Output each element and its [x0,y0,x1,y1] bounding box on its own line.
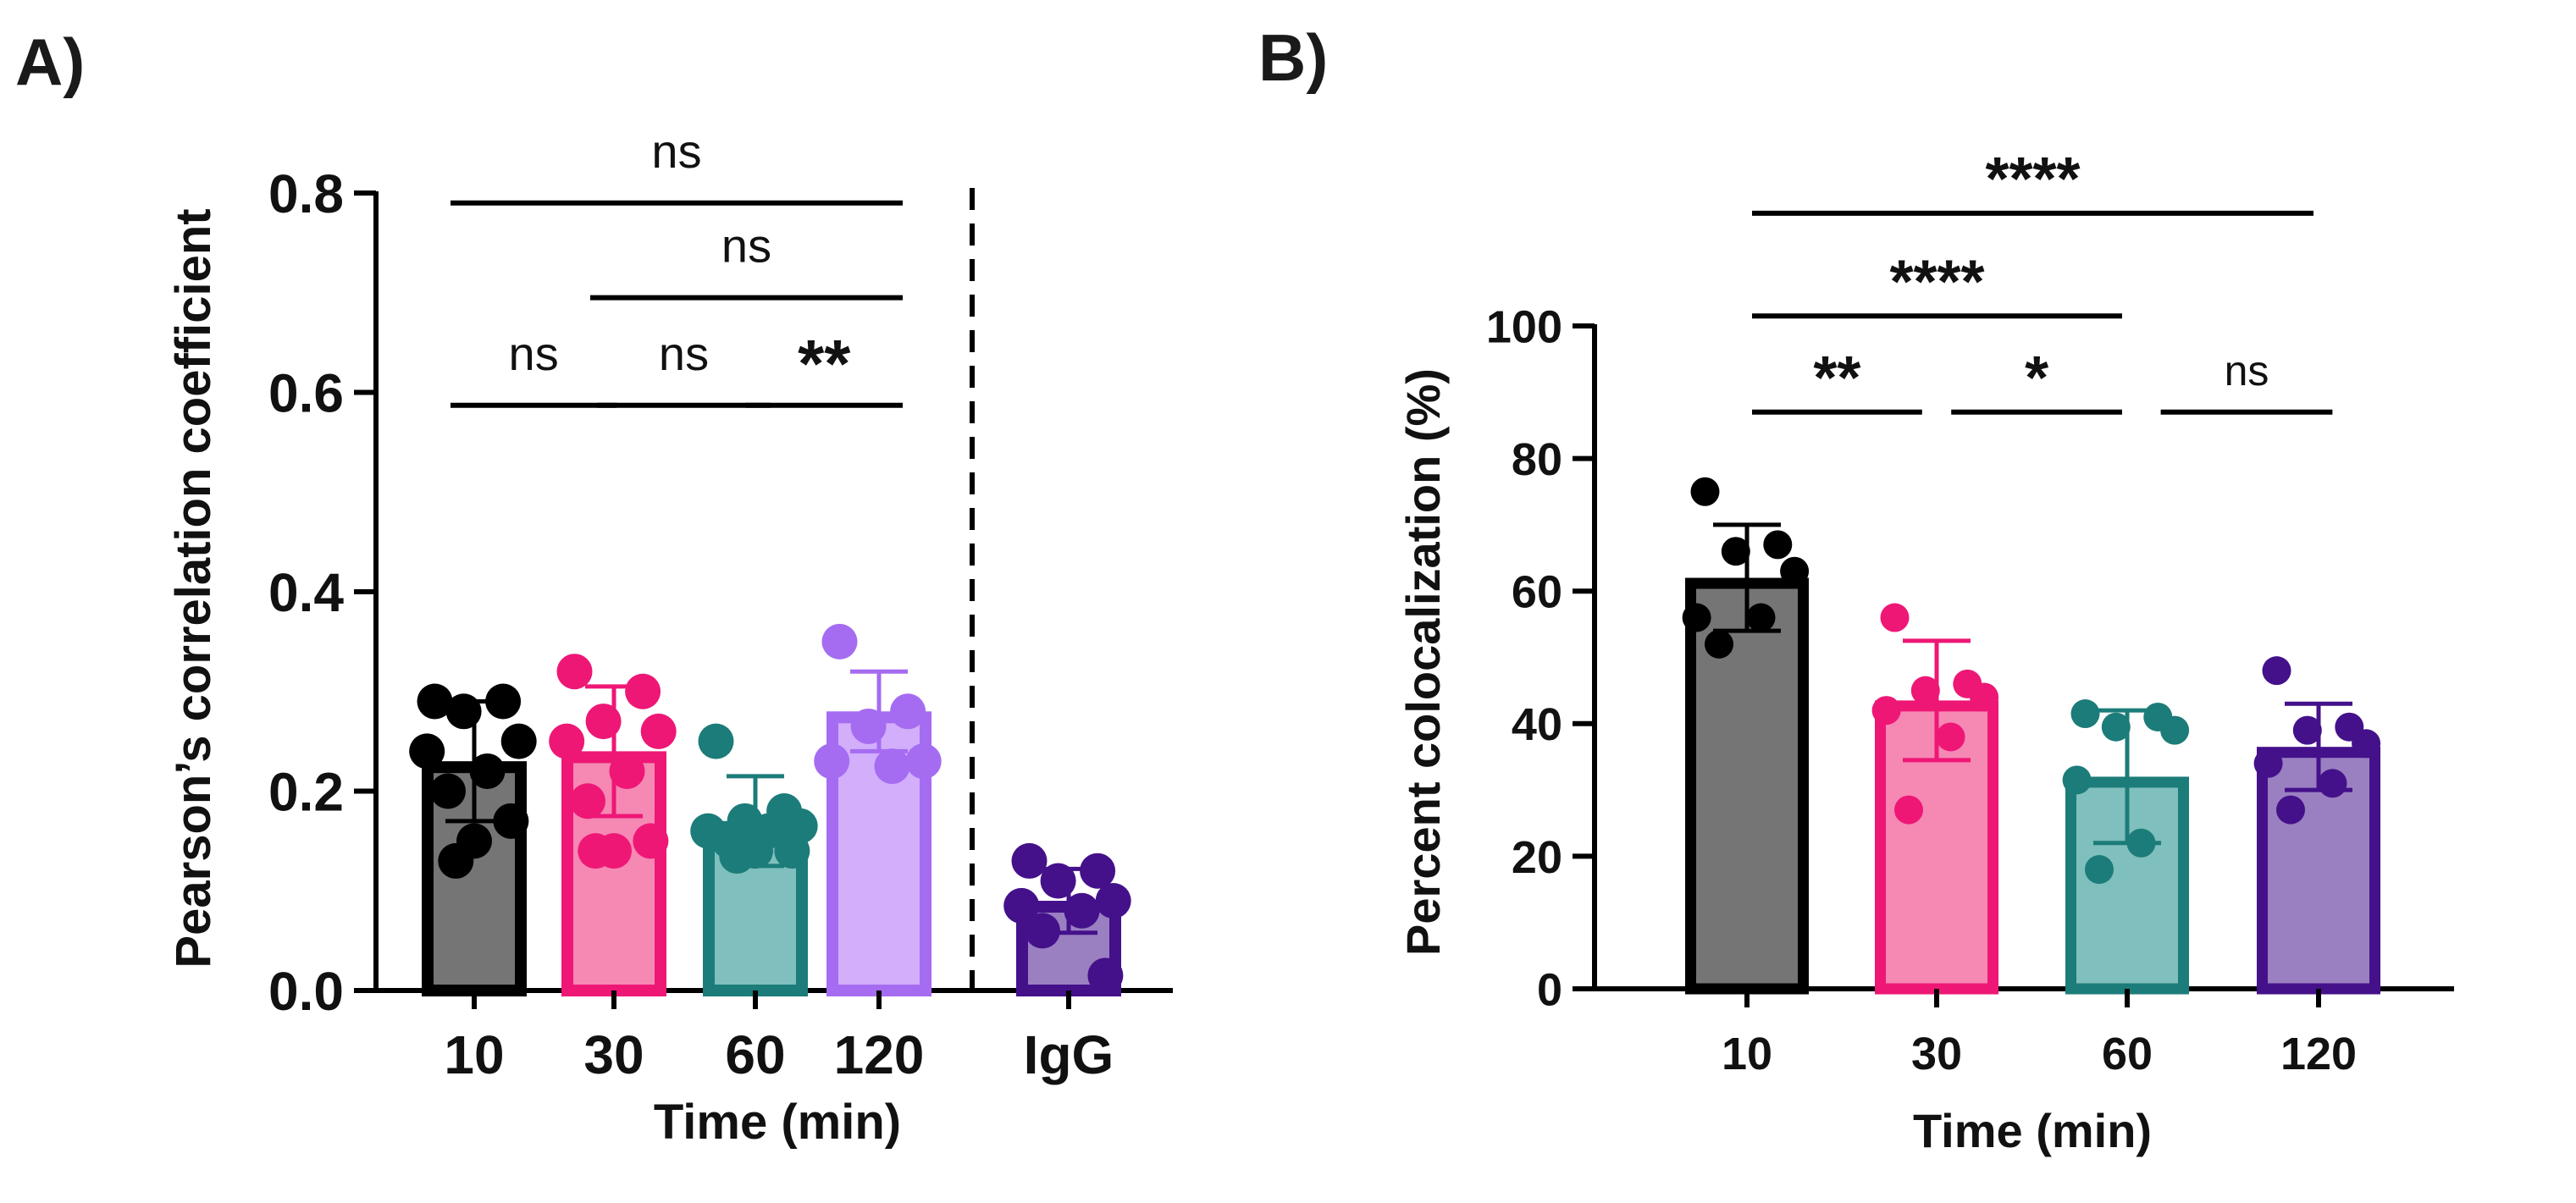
panel-a-data-point-10 [485,683,522,720]
panel-a-x-tick-label: 10 [444,1024,504,1085]
panel-b-data-point-60 [2070,699,2100,729]
panel-b-y-tick-label: 60 [1512,567,1562,618]
panel-a-y-tick-label: 0.2 [268,762,344,823]
panel-a-y-tick-label: 0.4 [268,562,344,623]
panel-b-x-tick-label: 120 [2280,1029,2357,1079]
panel-a-data-point-IgG [1011,842,1048,879]
panel-a-x-tick-label: 30 [583,1024,644,1085]
panel-a-data-point-30 [609,753,645,789]
panel-b-significance-label: **** [1985,146,2080,213]
panel-a-significance-label: ns [651,124,701,178]
panel-a-y-tick-label: 0.0 [268,961,344,1022]
panel-a-data-point-30 [556,654,593,690]
panel-b-significance-label: * [2025,345,2048,412]
panel-a-significance-label: ** [798,326,851,401]
panel-b-y-tick-label: 80 [1512,434,1562,485]
panel-b-data-point-30 [1970,682,1999,712]
panel-a-data-point-60 [719,838,755,875]
panel-a-data-point-30 [549,723,585,759]
panel-b-x-tick-label: 30 [1911,1029,1962,1079]
panel-a-data-point-IgG [1040,863,1076,899]
panel-b-data-point-10 [1780,556,1810,586]
panel-b-significance-label: ns [2225,347,2269,395]
panel-b-data-point-120 [2276,795,2305,825]
panel-a-x-tick-label: 60 [725,1024,785,1085]
panel-a-data-point-IgG [1095,883,1131,919]
panel-b-data-point-120 [2318,769,2347,798]
panel-b-x-tick-label: 10 [1722,1029,1772,1079]
panel-b-x-tick-label: 60 [2102,1029,2153,1079]
panel-a-data-point-10 [493,803,529,839]
panel-b-data-point-60 [2160,715,2190,745]
panel-b-data-point-10 [1682,603,1711,632]
panel-a-data-point-10 [445,693,482,730]
panel-b-y-tick-label: 0 [1537,964,1562,1015]
panel-a-data-point-120 [850,708,887,744]
panel-b-data-point-30 [1894,795,1923,825]
panel-b-data-point-30 [1871,696,1901,726]
panel-a-data-point-10 [438,842,474,879]
panel-a-data-point-120 [821,623,858,659]
panel-b-significance-label: ** [1813,345,1860,412]
panel-a-label: A) [15,25,85,99]
panel-a-data-point-10 [500,723,537,759]
panel-b-y-tick-label: 40 [1512,699,1562,750]
panel-a-x-tick-label: 120 [834,1024,925,1085]
panel-a-data-point-IgG [1064,892,1100,929]
panel-b-chart: B) Percent colocalization (%) Time (min)… [1258,20,2454,1157]
panel-a-data-point-120 [890,693,926,730]
panel-b-data-point-60 [2085,855,2114,885]
panel-a-data-point-IgG [1003,887,1040,924]
panel-b-data-point-10 [1690,477,1720,506]
panel-a-y-axis-title: Pearson’s correlation coefficient [166,208,221,968]
panel-a-data-point-10 [469,753,506,789]
panel-b-data-point-30 [1936,722,1965,752]
panel-a-data-point-30 [625,673,661,709]
panel-b-data-point-60 [2126,828,2156,858]
panel-b-data-point-30 [1910,676,1940,705]
panel-b-data-point-10 [1705,629,1733,659]
panel-a-data-point-30 [578,833,614,869]
panel-b-significance-label: **** [1889,248,1984,316]
panel-b-data-point-10 [1721,537,1750,566]
panel-b-data-point-10 [1746,603,1776,632]
panel-a-data-point-120 [905,743,942,780]
panel-a-data-point-IgG [1087,957,1124,994]
panel-b-data-point-120 [2253,748,2283,778]
panel-a-data-point-30 [570,783,605,819]
panel-b-data-point-120 [2262,656,2291,686]
panel-b-data-point-10 [1763,530,1793,560]
panel-b-data-point-120 [2292,715,2322,745]
panel-a-data-point-10 [409,733,445,770]
panel-a-chart: A) Pearson’s correlation coefficient Tim… [15,25,1173,1150]
panel-b-y-axis-title: Percent colocalization (%) [1396,368,1450,956]
panel-b-y-tick-label: 20 [1512,832,1562,883]
panel-a-x-tick-label: IgG [1024,1024,1114,1085]
panel-a-significance-label: ns [659,327,709,380]
panel-a-y-tick-label: 0.6 [268,363,344,424]
panel-a-data-point-30 [633,823,669,859]
panel-b-data-point-30 [1880,603,1910,632]
panel-a-data-point-30 [640,713,677,749]
panel-b-y-tick-label: 100 [1486,301,1562,352]
panel-a-data-point-120 [874,748,910,785]
panel-a-data-point-30 [585,704,622,740]
panel-a-x-axis-title: Time (min) [654,1095,901,1150]
panel-b-data-point-120 [2352,729,2381,759]
panel-a-significance-label: ns [509,327,559,380]
panel-a-data-point-IgG [1080,853,1116,889]
panel-a-data-point-IgG [1025,913,1060,949]
panel-a-data-point-60 [774,833,810,869]
panel-b-data-point-60 [2062,765,2092,795]
panel-a-data-point-120 [814,743,850,780]
panel-b-label: B) [1258,20,1328,95]
panel-a-data-point-10 [417,683,453,720]
panel-a-significance-label: ns [721,219,771,273]
panel-b-data-point-60 [2101,712,2131,742]
panel-b-x-axis-title: Time (min) [1913,1104,2152,1157]
panel-a-data-point-10 [430,773,466,809]
panel-a-y-tick-label: 0.8 [268,163,344,224]
panel-a-data-point-60 [698,723,734,759]
